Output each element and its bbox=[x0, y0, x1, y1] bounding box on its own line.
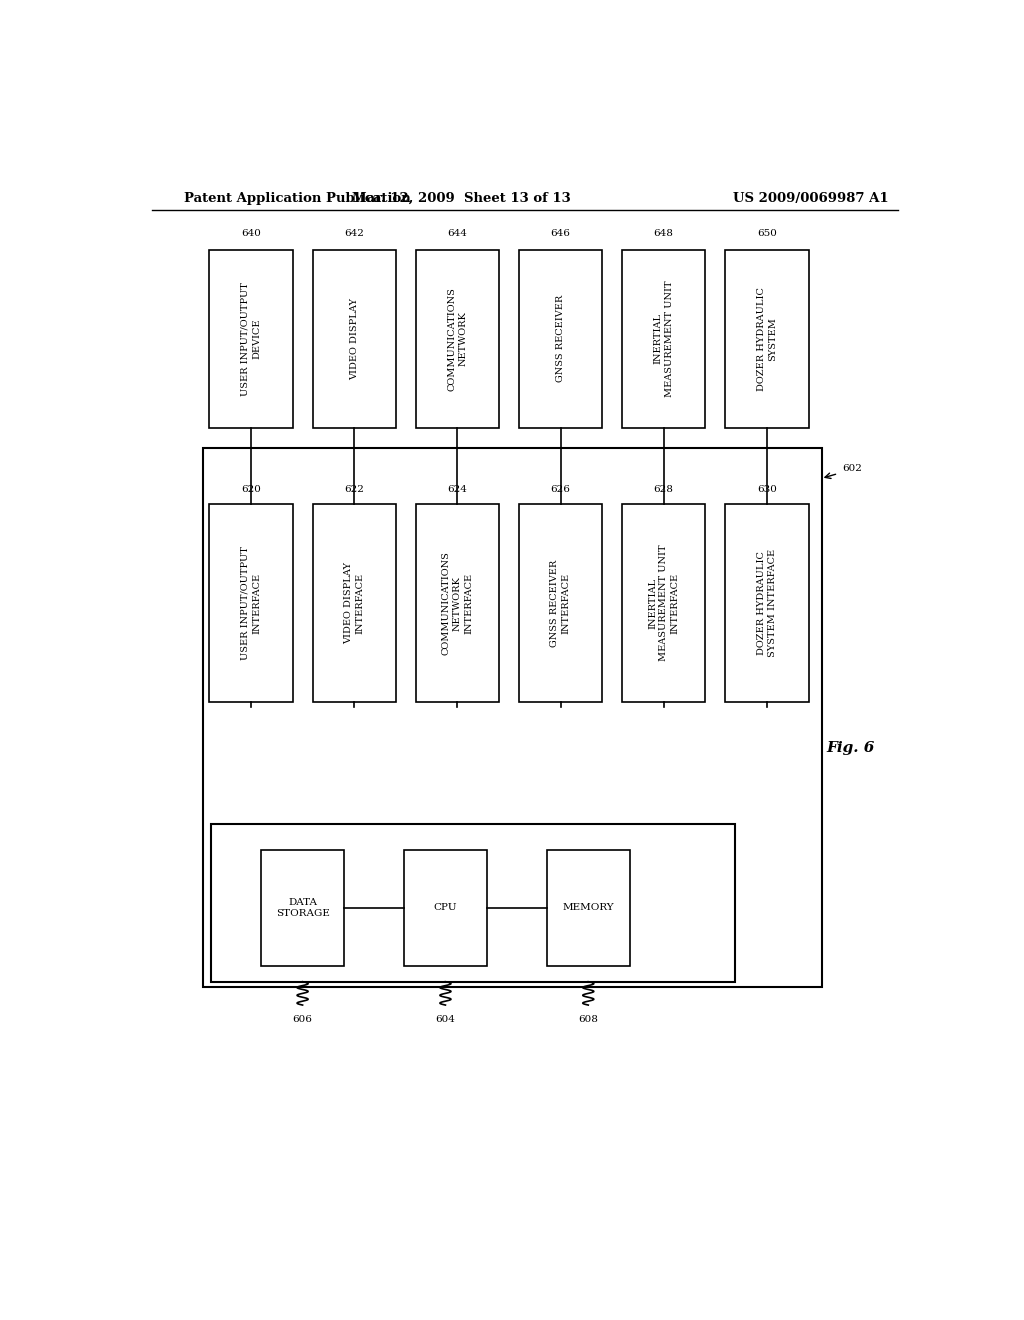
Bar bbox=[416, 504, 499, 702]
Text: DOZER HYDRAULIC
SYSTEM INTERFACE: DOZER HYDRAULIC SYSTEM INTERFACE bbox=[757, 549, 777, 657]
Bar bbox=[622, 504, 706, 702]
Bar bbox=[547, 850, 630, 966]
Text: 644: 644 bbox=[447, 228, 467, 238]
Text: US 2009/0069987 A1: US 2009/0069987 A1 bbox=[733, 191, 888, 205]
Text: CPU: CPU bbox=[434, 903, 457, 912]
Text: 624: 624 bbox=[447, 484, 467, 494]
Text: 606: 606 bbox=[293, 1015, 312, 1024]
Text: DATA
STORAGE: DATA STORAGE bbox=[275, 898, 330, 917]
Text: 628: 628 bbox=[653, 484, 674, 494]
Text: Mar. 12, 2009  Sheet 13 of 13: Mar. 12, 2009 Sheet 13 of 13 bbox=[352, 191, 570, 205]
Text: GNSS RECEIVER: GNSS RECEIVER bbox=[556, 296, 565, 383]
Text: 620: 620 bbox=[241, 484, 261, 494]
Text: COMMUNICATIONS
NETWORK
INTERFACE: COMMUNICATIONS NETWORK INTERFACE bbox=[441, 552, 473, 655]
Text: VIDEO DISPLAY
INTERFACE: VIDEO DISPLAY INTERFACE bbox=[344, 562, 365, 644]
Text: Fig. 6: Fig. 6 bbox=[826, 741, 874, 755]
Bar bbox=[519, 504, 602, 702]
Text: 622: 622 bbox=[344, 484, 365, 494]
Bar bbox=[209, 504, 293, 702]
Text: 626: 626 bbox=[551, 484, 570, 494]
Bar bbox=[211, 824, 735, 982]
Bar bbox=[725, 249, 809, 428]
Text: 642: 642 bbox=[344, 228, 365, 238]
Text: USER INPUT/OUTPUT
DEVICE: USER INPUT/OUTPUT DEVICE bbox=[241, 282, 261, 396]
Bar bbox=[261, 850, 344, 966]
Bar bbox=[416, 249, 499, 428]
Bar bbox=[204, 447, 822, 987]
Text: DOZER HYDRAULIC
SYSTEM: DOZER HYDRAULIC SYSTEM bbox=[757, 286, 777, 391]
Bar bbox=[519, 249, 602, 428]
Text: INERTIAL
MEASUREMENT UNIT: INERTIAL MEASUREMENT UNIT bbox=[653, 280, 674, 397]
Text: 640: 640 bbox=[241, 228, 261, 238]
Text: COMMUNICATIONS
NETWORK: COMMUNICATIONS NETWORK bbox=[447, 286, 467, 391]
Bar bbox=[622, 249, 706, 428]
Text: 602: 602 bbox=[842, 463, 862, 473]
Bar bbox=[403, 850, 487, 966]
Text: 608: 608 bbox=[579, 1015, 598, 1024]
Text: 630: 630 bbox=[757, 484, 777, 494]
Bar bbox=[312, 249, 396, 428]
Text: 648: 648 bbox=[653, 228, 674, 238]
Text: INERTIAL
MEASUREMENT UNIT
INTERFACE: INERTIAL MEASUREMENT UNIT INTERFACE bbox=[648, 545, 679, 661]
Bar bbox=[312, 504, 396, 702]
Text: 604: 604 bbox=[435, 1015, 456, 1024]
Text: USER INPUT/OUTPUT
INTERFACE: USER INPUT/OUTPUT INTERFACE bbox=[241, 546, 261, 660]
Text: MEMORY: MEMORY bbox=[562, 903, 614, 912]
Text: VIDEO DISPLAY: VIDEO DISPLAY bbox=[349, 298, 358, 380]
Bar bbox=[725, 504, 809, 702]
Text: 646: 646 bbox=[551, 228, 570, 238]
Text: GNSS RECEIVER
INTERFACE: GNSS RECEIVER INTERFACE bbox=[551, 560, 570, 647]
Bar bbox=[209, 249, 293, 428]
Text: 650: 650 bbox=[757, 228, 777, 238]
Text: Patent Application Publication: Patent Application Publication bbox=[183, 191, 411, 205]
